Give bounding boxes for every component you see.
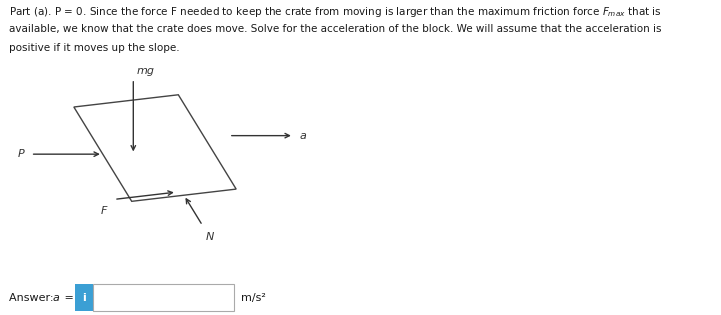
Text: a: a	[53, 293, 60, 303]
Text: =: =	[61, 293, 78, 303]
Text: Answer:: Answer:	[9, 293, 58, 303]
Text: m/s²: m/s²	[241, 293, 266, 303]
Text: a: a	[299, 131, 306, 140]
Text: available, we know that the crate does move. Solve for the acceleration of the b: available, we know that the crate does m…	[9, 24, 662, 34]
Text: P: P	[18, 149, 25, 159]
FancyBboxPatch shape	[75, 284, 93, 311]
Text: Part (a). P = 0. Since the force F needed to keep the crate from moving is large: Part (a). P = 0. Since the force F neede…	[9, 5, 662, 19]
Text: F: F	[100, 206, 107, 216]
Text: mg: mg	[137, 66, 155, 76]
Text: positive if it moves up the slope.: positive if it moves up the slope.	[9, 43, 180, 53]
Text: N: N	[205, 232, 214, 242]
Text: i: i	[82, 293, 86, 303]
FancyBboxPatch shape	[93, 284, 234, 311]
